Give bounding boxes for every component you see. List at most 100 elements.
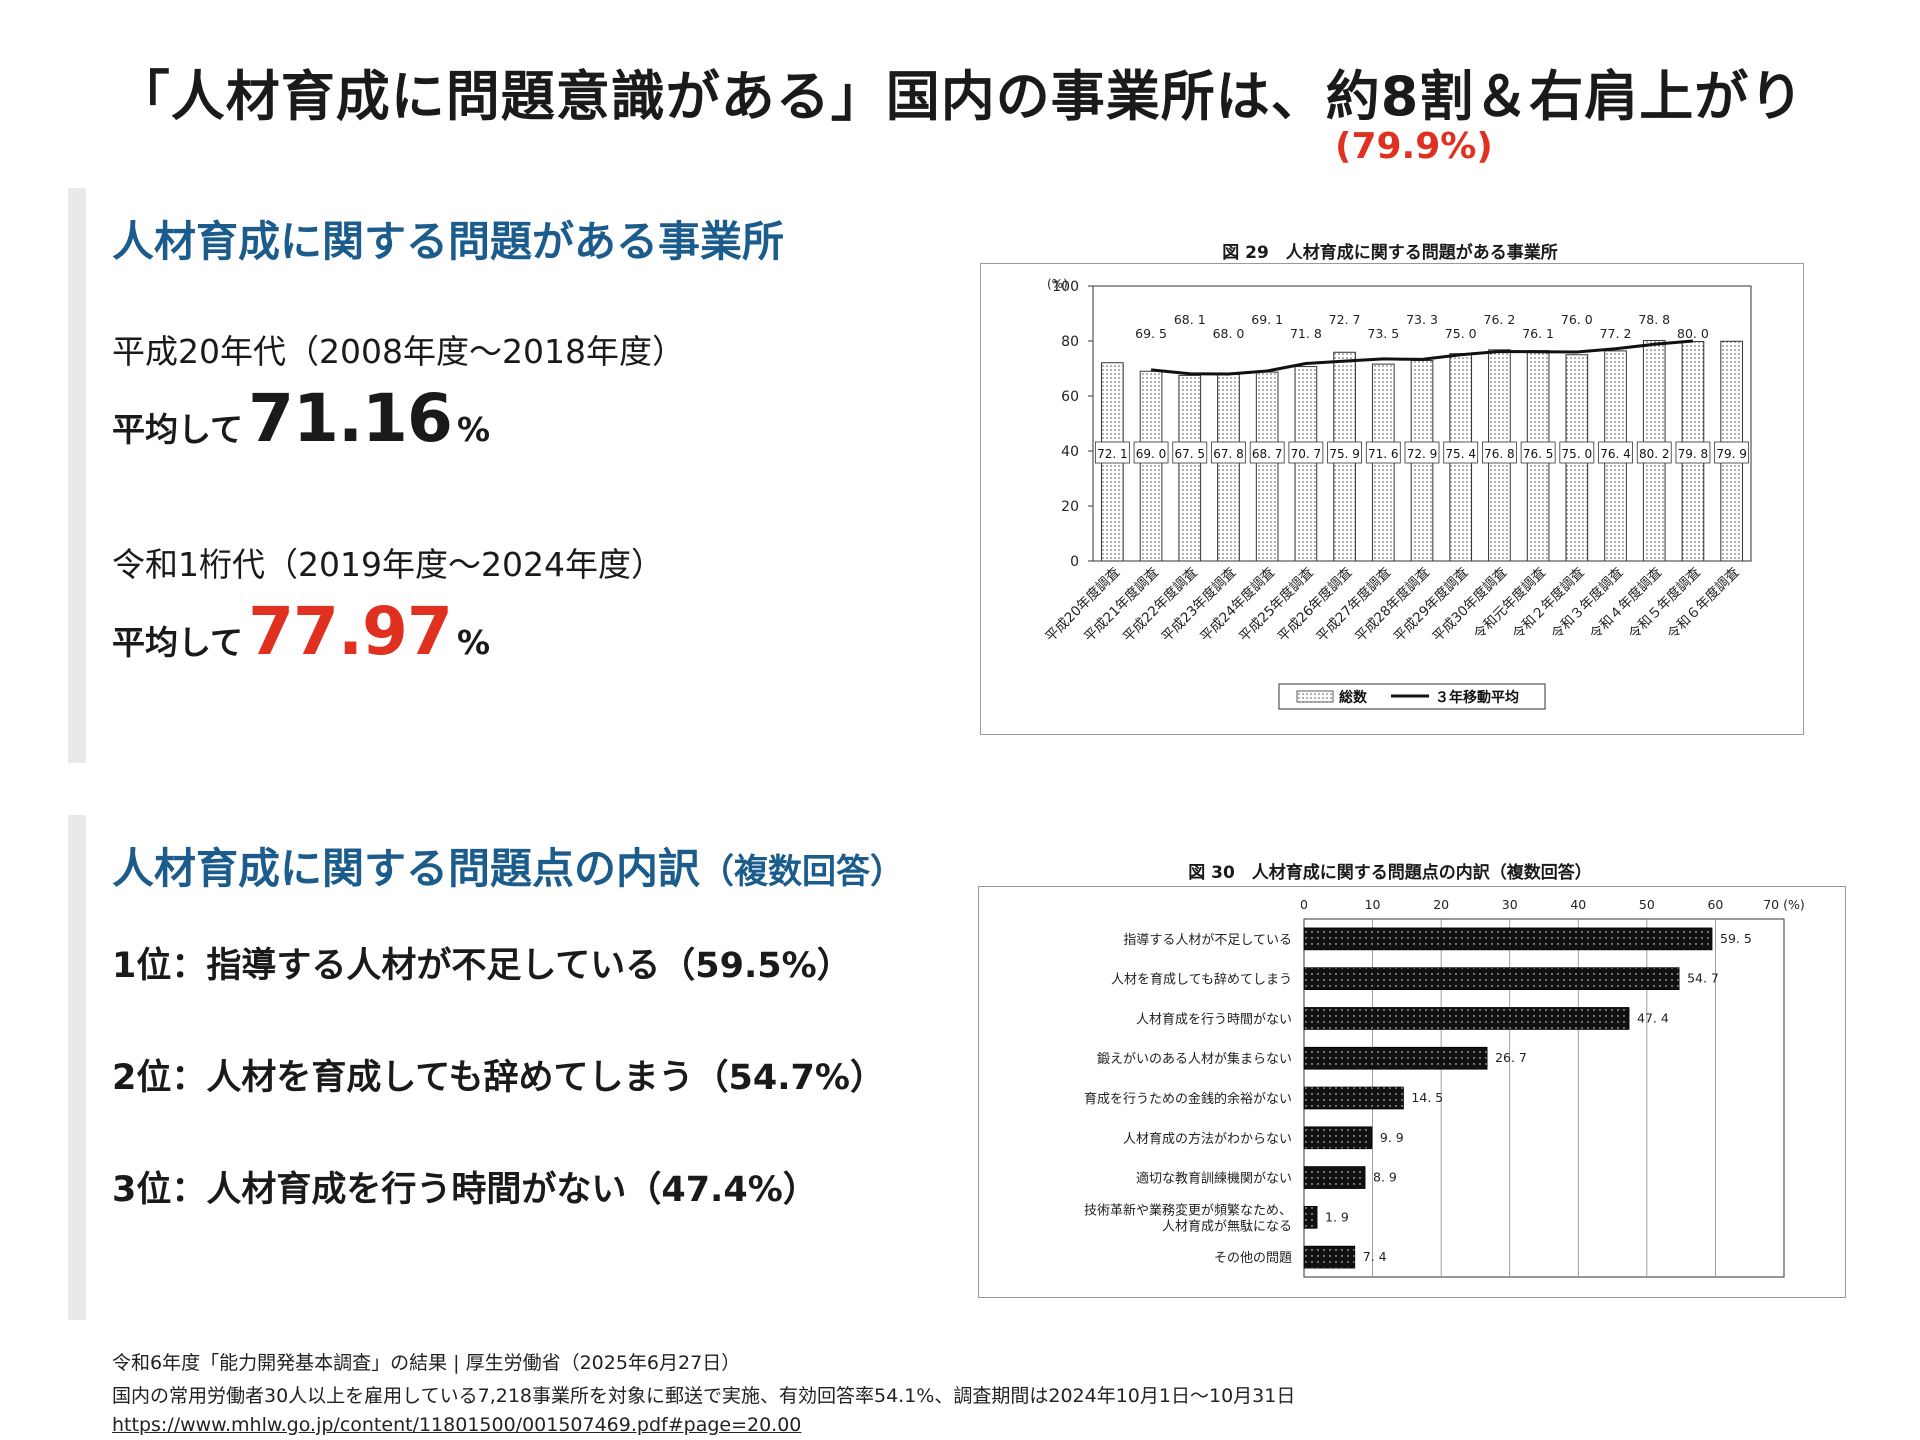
bar — [1303, 1126, 1373, 1150]
bar-value-label: 75. 9 — [1329, 447, 1360, 461]
y-tick-label: 100 — [1052, 279, 1079, 295]
bar-value-box — [1559, 441, 1595, 464]
title-highlight-value: (79.9%) — [1335, 126, 1493, 167]
x-tick-label: 0 — [1300, 897, 1308, 912]
bar-value-box — [1327, 441, 1362, 464]
bar-value-label: 70. 7 — [1291, 447, 1322, 461]
bar-value-label: 67. 8 — [1213, 447, 1244, 461]
y-category-label: 適切な教育訓練機関がない — [1136, 1171, 1292, 1187]
bar — [1303, 1205, 1318, 1229]
source-link[interactable]: https://www.mhlw.go.jp/content/11801500/… — [112, 1414, 802, 1436]
x-tick-label: 70 (%) — [1763, 897, 1805, 912]
average1-unit: % — [456, 410, 491, 449]
legend-label-bars: 総数 — [1339, 689, 1368, 706]
moving-average-label: 80. 0 — [1677, 326, 1709, 341]
bar-value-box — [1365, 441, 1401, 464]
bar — [1303, 1245, 1356, 1269]
bar-value-box — [1249, 441, 1285, 464]
bar-value-label: 80. 2 — [1639, 447, 1670, 461]
bar-value-box — [1675, 441, 1711, 464]
chart30-title: 図 30 人材育成に関する問題点の内訳（複数回答） — [1188, 863, 1592, 883]
chart30-caption: 図 30 人材育成に関する問題点の内訳（複数回答） — [978, 858, 1802, 883]
legend-swatch-bars — [1296, 690, 1334, 703]
footer-source: 令和6年度「能力開発基本調査」の結果 | 厚生労働省（2025年6月27日） — [112, 1352, 741, 1374]
moving-average-label: 77. 2 — [1600, 326, 1632, 341]
y-category-label: 人材を育成しても辞めてしまう — [1111, 972, 1292, 988]
section2-heading-sub: （複数回答） — [700, 852, 905, 892]
section2-heading-line: 人材育成に関する問題点の内訳（複数回答） — [112, 835, 904, 896]
bar — [1303, 1046, 1488, 1070]
bar-value-label: 71. 6 — [1368, 447, 1399, 461]
bar-value-box — [1288, 441, 1324, 464]
moving-average-label: 73. 3 — [1406, 312, 1438, 327]
bar-value-box — [1172, 441, 1208, 464]
moving-average-label: 68. 1 — [1174, 312, 1206, 327]
bar-value-label: 72. 1 — [1097, 447, 1128, 461]
moving-average-label: 68. 0 — [1213, 326, 1245, 341]
bar-value-label: 69. 0 — [1136, 447, 1167, 461]
y-category-label: その他の問題 — [1214, 1251, 1292, 1266]
average1-line: 平均して 71.16 % — [112, 380, 490, 457]
moving-average-label: 78. 8 — [1638, 312, 1670, 327]
bar-value-label: 75. 0 — [1562, 447, 1593, 461]
bar-value-label: 76. 5 — [1523, 447, 1554, 461]
bar-value-box — [1598, 441, 1633, 464]
bar — [1294, 366, 1318, 562]
bar — [1303, 967, 1680, 991]
bar-value-box — [1404, 441, 1440, 464]
moving-average-label: 69. 1 — [1251, 312, 1283, 327]
bar-value-box — [1520, 441, 1556, 464]
chart30-frame: 0 10 20 30 40 50 60 70 (%) 59. 5 指導する人材が不足している 54.… — [978, 886, 1846, 1298]
y-category-label: 人材育成を行う時間がない — [1136, 1011, 1292, 1027]
x-tick-label: 20 — [1433, 897, 1449, 912]
y-category-label: 育成を行うための金銭的余裕がない — [1084, 1091, 1292, 1107]
period2-label: 令和1桁代（2019年度〜2024年度） — [112, 545, 664, 584]
bar — [1303, 1007, 1630, 1030]
bar — [1217, 374, 1240, 562]
bar-value-box — [1714, 441, 1750, 464]
y-tick-label: 0 — [1070, 554, 1079, 570]
moving-average-label: 72. 7 — [1329, 312, 1361, 327]
bar-value-label: 59. 5 — [1720, 931, 1752, 946]
x-tick-label: 50 — [1639, 897, 1655, 912]
y-category-label: 人材育成が無駄になる — [1162, 1218, 1292, 1234]
moving-average-label: 75. 0 — [1445, 326, 1477, 341]
bar — [1178, 374, 1202, 562]
bar-value-label: 75. 4 — [1445, 447, 1476, 461]
moving-average-label: 76. 2 — [1484, 312, 1516, 327]
section1-heading: 人材育成に関する問題がある事業所 — [112, 217, 785, 266]
bar-value-box — [1443, 441, 1479, 464]
bar-value-label: 76. 8 — [1484, 447, 1515, 461]
bar-value-box — [1133, 441, 1169, 464]
y-category-label: 技術革新や業務変更が頻繁なため、 — [1084, 1202, 1292, 1218]
chart29-svg: (%) 0 20 40 60 80 100 69. 5 68. 1 68. 0 69. 1 71. 8… — [1042, 277, 1752, 710]
bar-value-label: 68. 7 — [1252, 447, 1283, 461]
bar-value-label: 72. 9 — [1407, 447, 1438, 461]
page-title: 「人材育成に問題意識がある」国内の事業所は、約8割＆右肩上がり — [115, 65, 1805, 128]
y-unit-label: (%) — [1047, 277, 1068, 291]
y-category-label: 指導する人材が不足している — [1123, 933, 1292, 948]
chart29-frame: (%) 0 20 40 60 80 100 69. 5 68. 1 68. 0 69. 1 71. 8… — [980, 263, 1804, 735]
bar-value-label: 47. 4 — [1637, 1010, 1669, 1025]
x-tick-label: 60 — [1707, 897, 1723, 912]
section2-heading: 人材育成に関する問題点の内訳 — [112, 844, 701, 893]
chart30-svg: 0 10 20 30 40 50 60 70 (%) 59. 5 指導する人材が不足している 54.… — [1084, 897, 1805, 1278]
average2-unit: % — [456, 623, 491, 662]
legend-label-line: ３年移動平均 — [1435, 689, 1519, 706]
bar-value-label: 79. 9 — [1716, 447, 1747, 461]
bar-value-label: 14. 5 — [1411, 1090, 1443, 1105]
y-tick-label: 80 — [1061, 334, 1079, 350]
bar — [1303, 927, 1713, 951]
x-tick-label: 10 — [1365, 897, 1381, 912]
moving-average-label: 69. 5 — [1135, 326, 1167, 341]
bar-value-label: 76. 4 — [1600, 447, 1631, 461]
chart29-title: 図 29 人材育成に関する問題がある事業所 — [1222, 243, 1558, 263]
footer-method: 国内の常用労働者30人以上を雇用している7,218事業所を対象に郵送で実施、有効… — [112, 1385, 1296, 1407]
chart29-caption: 図 29 人材育成に関する問題がある事業所 — [980, 238, 1800, 263]
bar-value-label: 9. 9 — [1380, 1130, 1404, 1145]
bar-value-box — [1482, 441, 1517, 464]
average2-line: 平均して 77.97 % — [112, 593, 490, 670]
section1-accent-bar — [68, 188, 86, 763]
moving-average-label: 76. 1 — [1522, 326, 1554, 341]
moving-average-label: 76. 0 — [1561, 312, 1593, 327]
